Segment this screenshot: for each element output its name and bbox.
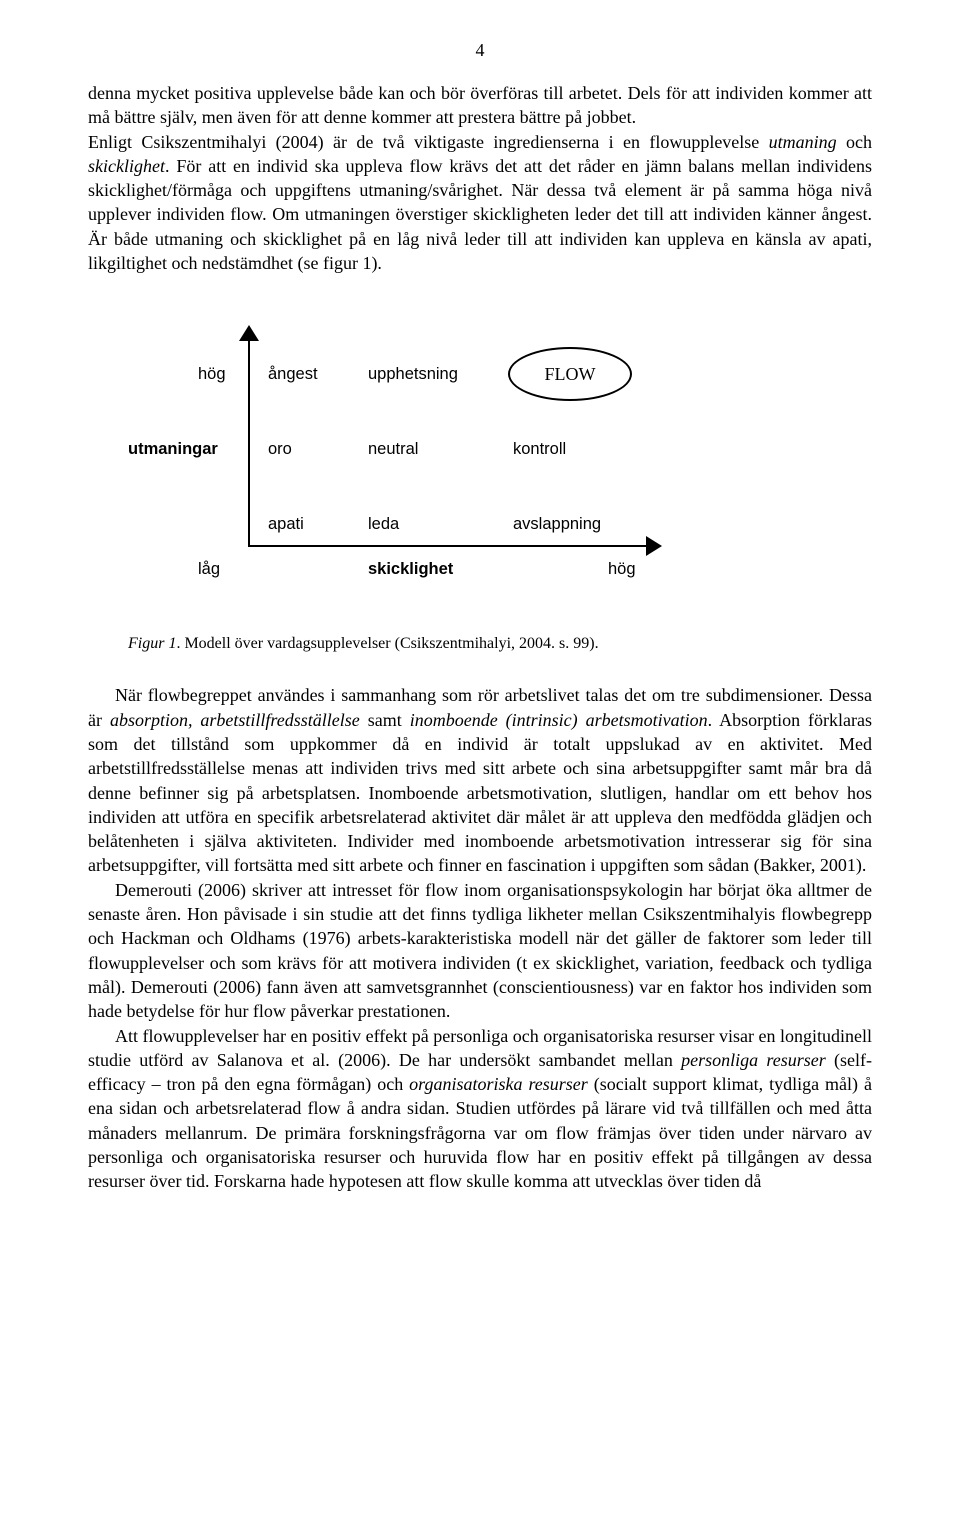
para2-italic-1: utmaning — [769, 132, 837, 152]
paragraph-1: denna mycket positiva upplevelse både ka… — [88, 81, 872, 130]
flow-ellipse: FLOW — [508, 347, 632, 401]
page: 4 denna mycket positiva upplevelse både … — [0, 0, 960, 1517]
para3-c: samt — [360, 710, 410, 730]
paragraph-2: Enligt Csikszentmihalyi (2004) är de två… — [88, 130, 872, 276]
para5-d: organisatoriska resurser — [409, 1074, 588, 1094]
flow-label: FLOW — [545, 364, 596, 385]
flow-diagram: hög ångest upphetsning FLOW utmaningar o… — [128, 335, 688, 605]
cell-angest: ångest — [268, 365, 318, 384]
para3-b: absorption, arbetstillfredsställelse — [110, 710, 360, 730]
figure-caption-text: . Modell över vardagsupplevelser (Csiksz… — [176, 635, 598, 652]
para5-b: personliga resurser — [681, 1050, 826, 1070]
figure-1: hög ångest upphetsning FLOW utmaningar o… — [128, 335, 872, 653]
y-axis-line — [248, 335, 250, 545]
cell-leda: leda — [368, 515, 399, 534]
cell-upphetsning: upphetsning — [368, 365, 458, 384]
cell-oro: oro — [268, 440, 292, 459]
para3-e: . Absorption förklaras som det tillstånd… — [88, 710, 872, 876]
x-axis-label-skicklighet: skicklighet — [368, 560, 453, 579]
para2-italic-2: skicklighet — [88, 156, 165, 176]
page-number: 4 — [88, 40, 872, 61]
paragraph-3: När flowbegreppet användes i sammanhang … — [88, 683, 872, 877]
x-axis-arrow-icon — [646, 536, 662, 556]
y-axis-label-utmaningar: utmaningar — [128, 440, 218, 459]
x-label-low: låg — [198, 560, 220, 579]
cell-neutral: neutral — [368, 440, 418, 459]
para2-text-c: och — [837, 132, 872, 152]
cell-kontroll: kontroll — [513, 440, 566, 459]
para2-text-e: . För att en individ ska uppleva flow kr… — [88, 156, 872, 273]
figure-caption-label: Figur 1 — [128, 635, 176, 652]
x-label-high: hög — [608, 560, 636, 579]
paragraph-5: Att flowupplevelser har en positiv effek… — [88, 1024, 872, 1194]
x-axis-line — [248, 545, 648, 547]
cell-avslappning: avslappning — [513, 515, 601, 534]
para3-d: inomboende (intrinsic) arbetsmotivation — [410, 710, 708, 730]
y-label-high: hög — [198, 365, 226, 384]
figure-caption: Figur 1. Modell över vardagsupplevelser … — [128, 635, 872, 653]
paragraph-4: Demerouti (2006) skriver att intresset f… — [88, 878, 872, 1024]
cell-apati: apati — [268, 515, 304, 534]
para2-text-a: Enligt Csikszentmihalyi (2004) är de två… — [88, 132, 769, 152]
